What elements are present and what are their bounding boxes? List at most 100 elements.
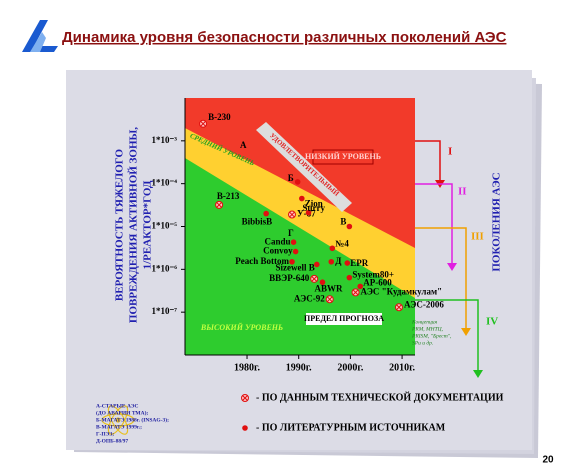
point-cross xyxy=(311,275,318,282)
point-label: System80+ xyxy=(352,270,394,280)
y-axis-title: ВЕРОЯТНОСТЬ ТЯЖЕЛОГО ПОВРЕЖДЕНИЯ АКТИВНОЙ… xyxy=(114,127,154,323)
point-cross xyxy=(200,120,206,127)
point-label: AP-600 xyxy=(363,277,392,287)
generation-label: I xyxy=(448,146,452,158)
point-cross xyxy=(352,289,359,296)
point xyxy=(313,261,320,268)
generation-label: III xyxy=(471,231,484,243)
legend: - ПО ДАННЫМ ТЕХНИЧЕСКОЙ ДОКУМЕНТАЦИИ - ПО… xyxy=(241,391,504,433)
annotation-line: SPu и др. xyxy=(412,339,433,346)
y-axis-title-line: ПОВРЕЖДЕНИЯ АКТИВНОЙ ЗОНЫ, xyxy=(128,127,140,323)
zone-label: НИЗКИЙ УРОВЕНЬ xyxy=(305,152,381,161)
zone-low xyxy=(185,98,415,248)
x-tick-label: 1990г. xyxy=(286,362,312,373)
point-label: Peach Bottom xyxy=(235,256,289,266)
note-line: Б-МАГАТЭ 1988г. (INSAG-3); xyxy=(96,416,169,423)
y-tick-label: 1*10⁻³ xyxy=(152,135,178,145)
y-tick-label: 1*10⁻⁷ xyxy=(152,306,178,316)
annotation-line: PRISM, "Брест", xyxy=(411,333,452,339)
point-cross xyxy=(396,304,402,311)
point xyxy=(357,283,364,290)
point xyxy=(287,210,296,219)
point xyxy=(346,223,353,230)
generation-arrows xyxy=(415,140,483,378)
point-cross xyxy=(216,202,222,208)
note-line: Г-ПЭЗ; xyxy=(96,431,114,437)
point xyxy=(289,258,295,265)
point-label: Д xyxy=(335,256,342,266)
notes: А-СТАРЫЕ АЭС(ДО АВАРИИ ТМА);Б-МАГАТЭ 198… xyxy=(96,403,169,444)
y-axis-title-line: ВЕРОЯТНОСТЬ ТЯЖЕЛОГО xyxy=(114,148,126,301)
point-label: АЭС "Кудамкулам" xyxy=(361,286,443,296)
point xyxy=(299,195,305,202)
point xyxy=(305,209,312,216)
point-cross xyxy=(326,296,333,303)
point xyxy=(263,210,269,217)
point xyxy=(294,179,301,185)
point-label: Sizewell B xyxy=(276,263,315,273)
point xyxy=(241,394,249,402)
legend-label: - ПО ДАННЫМ ТЕХНИЧЕСКОЙ ДОКУМЕНТАЦИИ xyxy=(256,391,504,403)
point-label: EPR xyxy=(350,258,369,268)
point xyxy=(346,274,353,281)
point xyxy=(215,200,224,209)
note-line: Д-ОПБ-88/97 xyxy=(96,438,128,444)
point-label: Б xyxy=(288,173,294,183)
point-cross xyxy=(242,395,248,401)
generation-label: IV xyxy=(486,316,498,328)
point xyxy=(292,248,299,255)
point-label: Surry xyxy=(303,203,326,213)
point-label: В xyxy=(340,217,346,227)
point-label: ABWR xyxy=(314,283,343,293)
page-number: 20 xyxy=(542,455,554,466)
zone-label: ВЫСОКИЙ УРОВЕНЬ xyxy=(200,322,283,332)
point-label: BibbisB xyxy=(242,217,273,227)
point-label: Candu xyxy=(265,236,291,246)
point-label: Zion xyxy=(305,199,323,209)
point-label: Convoy xyxy=(263,246,293,256)
point xyxy=(329,245,336,252)
y-tick-label: 1*10⁻⁴ xyxy=(152,178,178,188)
slide-title: Динамика уровня безопасности различных п… xyxy=(62,29,507,46)
point-label: №4 xyxy=(335,238,349,248)
y-tick-label: 1*10⁻⁵ xyxy=(152,221,178,231)
annotation-line: PRM, МНТЦ, xyxy=(411,326,444,332)
annotation-box xyxy=(306,313,382,325)
note-line: В-МАГАТЭ 1999г.; xyxy=(96,424,142,430)
note-line: (ДО АВАРИИ ТМА); xyxy=(96,409,148,416)
point xyxy=(290,239,297,245)
logo xyxy=(22,20,58,52)
point xyxy=(242,425,248,431)
point xyxy=(199,119,208,128)
point-label: АЭС-2006 xyxy=(404,299,444,309)
atom-logo xyxy=(101,405,135,435)
annotation: А xyxy=(240,140,247,150)
note-line: А-СТАРЫЕ АЭС xyxy=(96,403,139,409)
point-label: ВВЭР-640 xyxy=(269,273,310,283)
point-label: АЭС-92 xyxy=(294,293,325,303)
zone-satisfactory xyxy=(256,122,352,212)
x-tick-label: 2000г. xyxy=(337,362,363,373)
point xyxy=(325,295,334,304)
legend-label: - ПО ЛИТЕРАТУРНЫМ ИСТОЧНИКАМ xyxy=(256,422,446,433)
generation-label: II xyxy=(458,186,467,198)
point-label: В-213 xyxy=(217,191,240,201)
x-tick-label: 1980г. xyxy=(234,362,260,373)
point xyxy=(394,303,403,312)
point xyxy=(328,258,335,265)
y-tick-label: 1*10⁻⁶ xyxy=(152,263,178,273)
point xyxy=(344,260,351,266)
annotation: Г xyxy=(288,228,294,238)
generations-title: ПОКОЛЕНИЯ АЭС xyxy=(491,172,503,271)
x-tick-label: 2010г. xyxy=(389,362,415,373)
point xyxy=(319,279,326,286)
point xyxy=(351,288,360,297)
annotation: ПРЕДЕЛ ПРОГНОЗА xyxy=(304,314,384,323)
annotation-line: Концепция xyxy=(411,319,437,325)
point-cross xyxy=(289,211,295,218)
y-axis-title-line: 1/РЕАКТОР*ГОД xyxy=(142,180,154,269)
point-label: В-230 xyxy=(208,112,231,122)
